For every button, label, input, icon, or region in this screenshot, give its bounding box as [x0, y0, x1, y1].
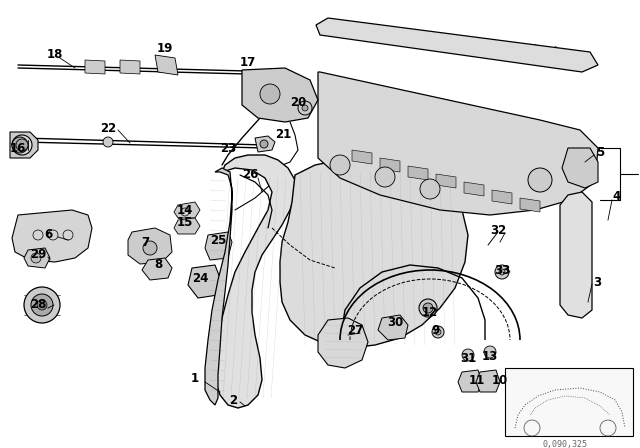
Polygon shape	[205, 232, 232, 260]
Text: 28: 28	[30, 298, 46, 311]
Text: 30: 30	[387, 315, 403, 328]
Circle shape	[12, 135, 32, 155]
Text: 25: 25	[210, 233, 226, 246]
Polygon shape	[352, 150, 372, 164]
Text: 26: 26	[242, 168, 258, 181]
Text: 22: 22	[100, 121, 116, 134]
Circle shape	[499, 269, 505, 275]
Polygon shape	[242, 68, 318, 122]
Polygon shape	[380, 158, 400, 172]
Text: 33: 33	[494, 263, 510, 276]
Circle shape	[462, 349, 474, 361]
Circle shape	[12, 137, 28, 153]
Circle shape	[31, 294, 53, 316]
Text: 0,090,325: 0,090,325	[543, 439, 588, 448]
Text: 19: 19	[157, 42, 173, 55]
Text: 16: 16	[10, 142, 26, 155]
FancyBboxPatch shape	[505, 368, 633, 436]
Polygon shape	[436, 174, 456, 188]
Text: 1: 1	[191, 371, 199, 384]
Polygon shape	[562, 148, 598, 188]
Text: 24: 24	[192, 271, 208, 284]
Text: 20: 20	[290, 95, 306, 108]
Text: 15: 15	[177, 215, 193, 228]
Circle shape	[495, 265, 509, 279]
Polygon shape	[128, 228, 172, 264]
Circle shape	[143, 241, 157, 255]
Circle shape	[528, 168, 552, 192]
Polygon shape	[408, 166, 428, 180]
Circle shape	[423, 303, 433, 313]
Polygon shape	[120, 60, 140, 74]
Text: 9: 9	[431, 323, 439, 336]
Polygon shape	[560, 192, 592, 318]
Polygon shape	[24, 248, 50, 268]
Polygon shape	[464, 182, 484, 196]
Polygon shape	[85, 60, 105, 74]
Text: 14: 14	[177, 203, 193, 216]
Text: 29: 29	[30, 249, 46, 262]
Text: 11: 11	[469, 374, 485, 387]
Circle shape	[298, 101, 312, 115]
Polygon shape	[155, 55, 178, 75]
Circle shape	[435, 329, 441, 335]
Text: 23: 23	[220, 142, 236, 155]
Text: 4: 4	[613, 190, 621, 202]
Circle shape	[24, 287, 60, 323]
Polygon shape	[520, 198, 540, 212]
Circle shape	[330, 155, 350, 175]
Text: 17: 17	[240, 56, 256, 69]
Text: 6: 6	[44, 228, 52, 241]
Polygon shape	[255, 136, 275, 152]
Polygon shape	[205, 168, 232, 405]
Polygon shape	[318, 72, 598, 215]
Polygon shape	[188, 265, 220, 298]
Circle shape	[103, 137, 113, 147]
Circle shape	[31, 253, 41, 263]
Polygon shape	[215, 155, 295, 408]
Circle shape	[484, 346, 496, 358]
Text: 2: 2	[229, 393, 237, 406]
Circle shape	[16, 139, 28, 151]
Polygon shape	[142, 258, 172, 280]
Polygon shape	[174, 218, 200, 234]
Text: 12: 12	[422, 306, 438, 319]
Polygon shape	[174, 202, 200, 218]
Polygon shape	[318, 318, 368, 368]
Polygon shape	[476, 370, 500, 392]
Text: 31: 31	[460, 352, 476, 365]
Text: 3: 3	[593, 276, 601, 289]
Text: 27: 27	[347, 323, 363, 336]
Text: 32: 32	[490, 224, 506, 237]
Circle shape	[419, 299, 437, 317]
Circle shape	[260, 140, 268, 148]
Text: 13: 13	[482, 349, 498, 362]
Polygon shape	[458, 370, 482, 392]
Text: 5: 5	[596, 146, 604, 159]
Circle shape	[420, 179, 440, 199]
Polygon shape	[378, 315, 408, 340]
Text: 10: 10	[492, 374, 508, 387]
Text: 7: 7	[141, 236, 149, 249]
Circle shape	[375, 167, 395, 187]
Circle shape	[260, 84, 280, 104]
Text: 8: 8	[154, 258, 162, 271]
Circle shape	[302, 105, 308, 111]
Text: 18: 18	[47, 48, 63, 61]
Circle shape	[432, 326, 444, 338]
Polygon shape	[492, 190, 512, 204]
Polygon shape	[280, 158, 468, 348]
Polygon shape	[12, 210, 92, 262]
Polygon shape	[316, 18, 598, 72]
Polygon shape	[10, 132, 38, 158]
Circle shape	[37, 300, 47, 310]
Text: 21: 21	[275, 129, 291, 142]
